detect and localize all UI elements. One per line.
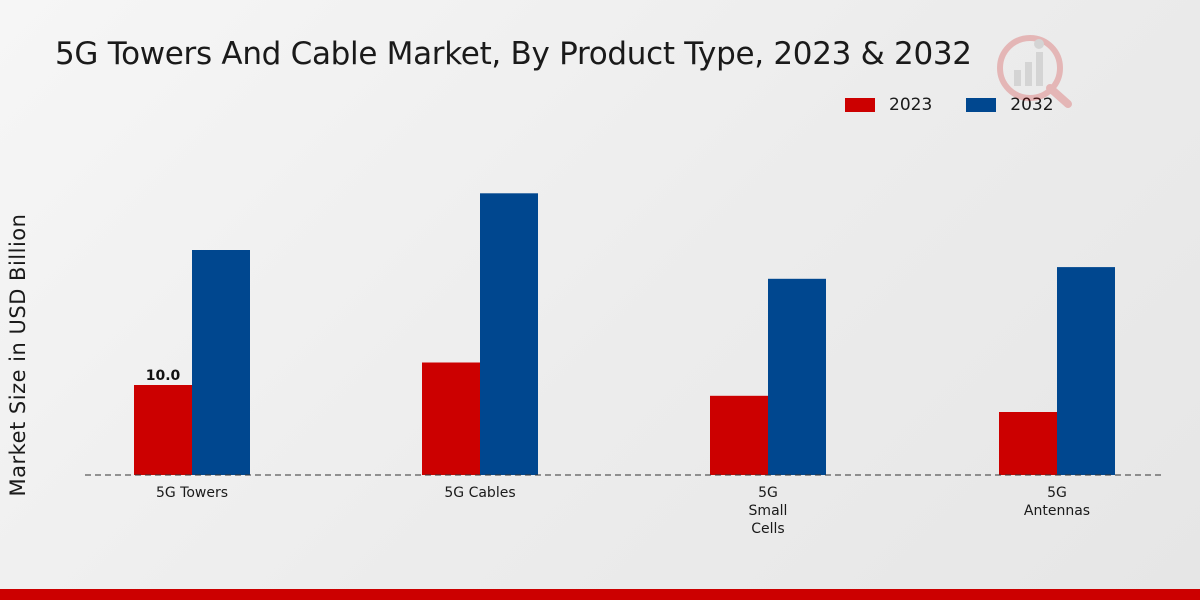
bar-2032-2	[480, 193, 538, 476]
bar-2023-2	[422, 362, 480, 475]
bar-2023-1	[134, 385, 192, 475]
bar-2023-3	[710, 395, 768, 475]
x-tick-label-line: Cells	[751, 521, 784, 537]
legend-swatch-2023	[845, 98, 875, 112]
x-tick-label-line: Antennas	[1024, 503, 1090, 519]
x-tick-label-3: 5G Small Cells	[749, 485, 788, 537]
legend-label-2032: 2032	[1010, 95, 1054, 115]
bar-2032-4	[1057, 267, 1115, 475]
data-label-1: 10.0	[146, 368, 181, 384]
legend-item-2023: 2023	[845, 95, 932, 115]
legend-swatch-2032	[966, 98, 997, 112]
bar-2023-4	[999, 412, 1057, 475]
legend: 2023 2032	[845, 95, 1088, 115]
x-tick-label-line: 5G Cables	[444, 485, 515, 501]
watermark-logo-icon	[997, 35, 1072, 108]
x-tick-label-line: 5G	[758, 485, 778, 501]
x-tick-label-1: 5G Towers	[156, 485, 228, 501]
x-tick-label-line: Small	[749, 503, 788, 519]
x-tick-label-2: 5G Cables	[444, 485, 515, 501]
legend-label-2023: 2023	[889, 95, 933, 115]
x-tick-label-line: 5G Towers	[156, 485, 228, 501]
x-tick-label-4: 5G Antennas	[1024, 485, 1090, 519]
labels-layer: 5G Towers 5G Cables 5G Small Cells 5G Antennas…	[146, 368, 1090, 537]
bars-layer	[134, 193, 1115, 476]
footer-accent-bar	[0, 589, 1200, 600]
legend-item-2032: 2032	[966, 95, 1054, 115]
chart-title: 5G Towers And Cable Market, By Product T…	[55, 36, 972, 72]
x-tick-label-line: 5G	[1047, 485, 1067, 501]
bar-2032-3	[768, 278, 826, 475]
bar-2032-1	[192, 250, 250, 475]
